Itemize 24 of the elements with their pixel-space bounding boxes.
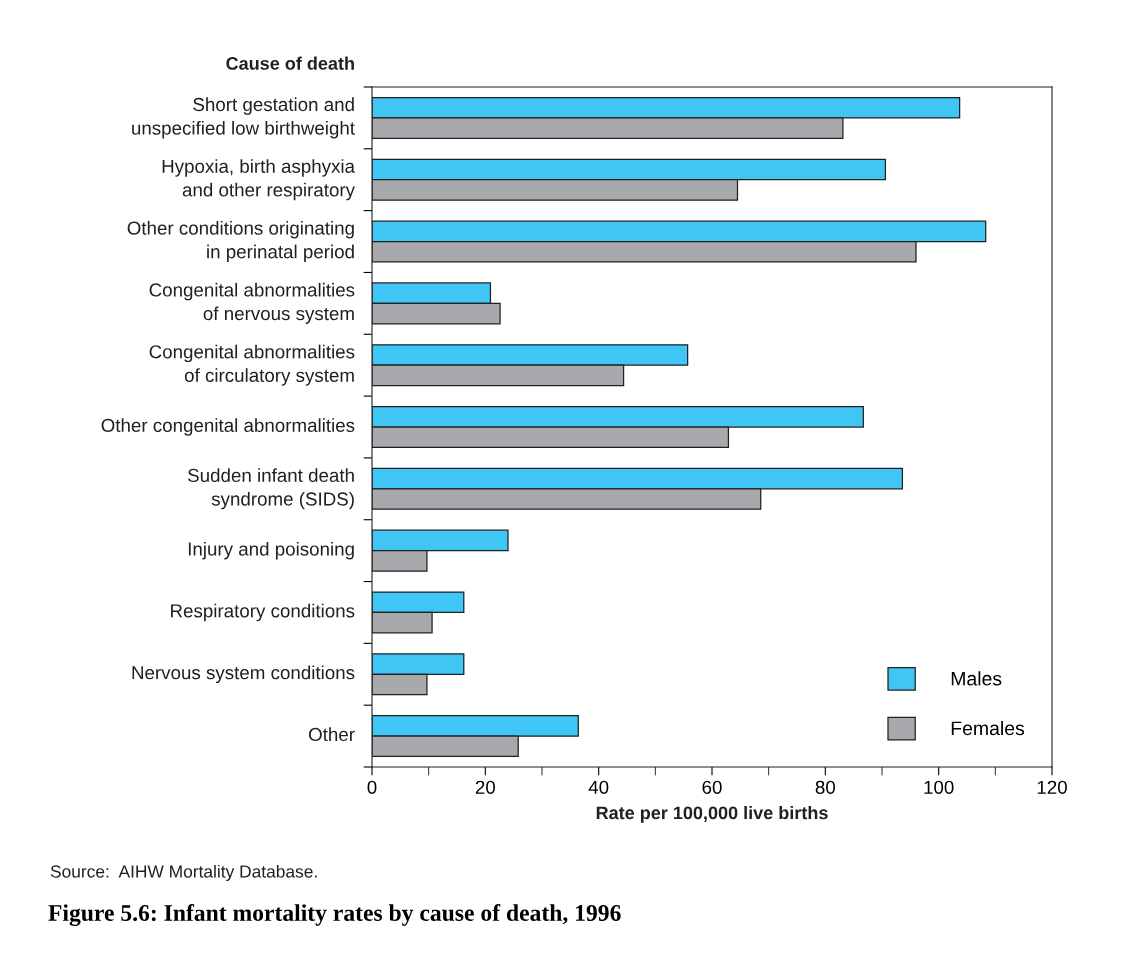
- y-tick-label: Other congenital abnormalities: [101, 418, 355, 436]
- text: Figure 5.6: Infant mortality rates by cause of death, 1996: [48, 904, 621, 926]
- y-axis-title: Cause of death: [226, 56, 354, 70]
- y-tick-label: Nervous system conditions: [132, 665, 355, 684]
- y-tick-label: Congenital abnormalities of nervous system: [149, 282, 355, 324]
- y-tick-label: Respiratory conditions: [171, 603, 355, 622]
- y-tick-label: Congenital abnormalities of circulatory system: [149, 344, 355, 386]
- y-tick-label: Sudden infant death syndrome (SIDS): [188, 468, 354, 510]
- y-tick-label: Other: [309, 727, 355, 742]
- legend-label: Males: [951, 671, 1002, 686]
- x-tick-label: 120: [1037, 780, 1067, 794]
- source-note: Source: AIHW Mortality Database.: [50, 864, 317, 882]
- y-tick-label: Hypoxia, birth asphyxia and other respiratory: [162, 159, 356, 201]
- x-axis-title: Rate per 100,000 live births: [596, 806, 828, 823]
- x-tick-label: 100: [924, 780, 954, 794]
- x-tick-label: 20: [475, 780, 496, 794]
- x-tick-label: 40: [588, 780, 609, 794]
- y-tick-label: Short gestation and unspecified low birthweight: [132, 97, 355, 139]
- x-tick-label: 0: [367, 780, 377, 794]
- y-tick-label: Injury and poisoning: [188, 541, 354, 560]
- x-tick-label: 60: [702, 780, 722, 794]
- x-tick-label: 80: [815, 780, 836, 794]
- legend-label: Females: [951, 720, 1025, 736]
- y-tick-label: Other conditions originating in perinatal period: [127, 221, 354, 263]
